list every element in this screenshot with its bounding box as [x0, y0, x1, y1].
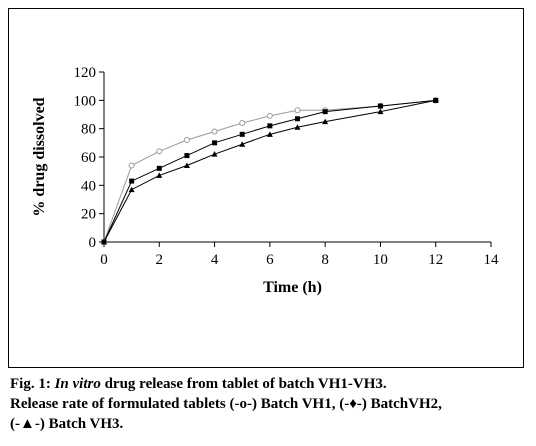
caption-fig-label: Fig. 1:	[10, 376, 51, 392]
x-tick-label: 10	[373, 252, 388, 268]
figure-caption: Fig. 1: In vitro drug release from table…	[10, 374, 526, 434]
series-2-point	[239, 131, 245, 137]
y-tick-label: 0	[89, 235, 97, 251]
series-3-point	[377, 108, 384, 115]
caption-line2: Release rate of formulated tablets (-o-)…	[10, 396, 442, 412]
series-1-point	[239, 120, 246, 126]
y-tick-label: 60	[81, 150, 96, 166]
series-3-point	[128, 186, 135, 193]
caption-in-vitro: In vitro	[54, 376, 101, 392]
y-tick-label: 120	[74, 65, 97, 81]
x-tick-label: 0	[100, 252, 108, 268]
series-2-point	[295, 116, 300, 122]
series-2-point	[156, 165, 162, 171]
x-tick-label: 14	[484, 252, 500, 268]
x-tick-label: 8	[321, 252, 329, 268]
series-1-point	[211, 128, 218, 135]
series-2-point	[322, 109, 328, 115]
series-1-point	[156, 148, 163, 155]
series-1-point	[128, 162, 135, 169]
y-tick-label: 20	[81, 207, 96, 223]
caption-line1-rest: drug release from tablet of batch VH1-VH…	[104, 376, 387, 392]
caption-line3: (-▲-) Batch VH3.	[10, 416, 124, 432]
series-1-point	[294, 107, 301, 114]
x-tick-label: 12	[428, 252, 443, 268]
y-axis-title: % drug dissolved	[31, 97, 48, 216]
figure-frame: 0 20 40 60 80 100 120 0 2 4 6 8 10 12 14 Time (h) % drug…	[8, 8, 524, 368]
series-2-point	[377, 103, 383, 109]
series-2-point	[212, 140, 218, 146]
y-tick-label: 40	[81, 178, 96, 194]
drug-release-chart: 0 20 40 60 80 100 120 0 2 4 6 8 10 12 14 Time (h) % drug…	[31, 65, 500, 296]
y-tick-label: 80	[81, 122, 96, 138]
x-tick-label: 6	[266, 252, 274, 268]
series-3-point	[101, 239, 107, 245]
series-1-point	[183, 137, 190, 143]
series-3-point	[266, 131, 273, 137]
series-3-point	[156, 172, 163, 178]
x-axis-title: Time (h)	[263, 279, 322, 296]
series-3-point	[432, 97, 439, 103]
x-tick-label: 2	[156, 252, 164, 268]
series-1-point	[266, 112, 273, 119]
series-line-2	[103, 99, 436, 243]
x-tick-label: 4	[211, 252, 219, 268]
series-3-point	[239, 141, 246, 147]
series-3-point	[294, 124, 301, 130]
series-2-point	[267, 123, 273, 129]
series-3-point	[322, 118, 329, 125]
series-2-point	[184, 153, 190, 159]
series-2-point	[129, 178, 135, 184]
series-3-point	[183, 162, 190, 168]
series-3-point	[211, 151, 218, 157]
y-tick-label: 100	[74, 93, 97, 109]
